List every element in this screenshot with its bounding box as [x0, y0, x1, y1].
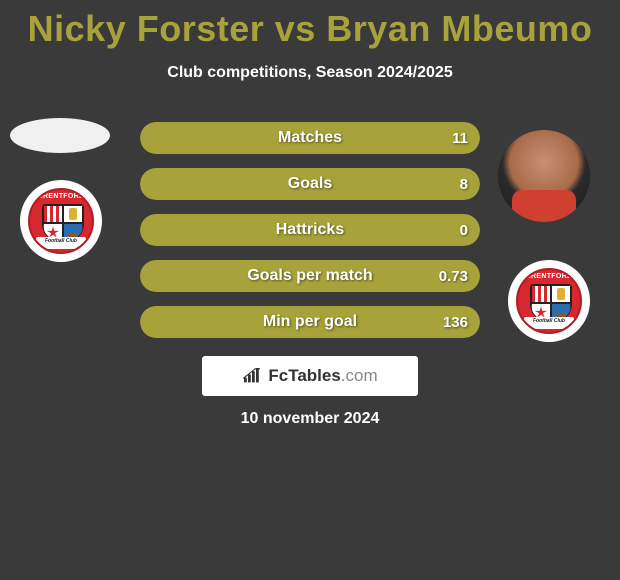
crest-name: BRENTFORD [518, 273, 580, 280]
stat-label: Hattricks [140, 214, 480, 246]
chart-icon [242, 368, 262, 384]
stat-row: Matches 11 [140, 122, 480, 154]
player-left-avatar [10, 118, 110, 153]
branding-text: FcTables.com [268, 366, 377, 386]
stat-label: Goals [140, 168, 480, 200]
page-title: Nicky Forster vs Bryan Mbeumo [0, 0, 620, 50]
stat-value-right: 8 [460, 168, 468, 200]
crest-ribbon: Football Club [36, 237, 86, 249]
date-line: 10 november 2024 [0, 410, 620, 428]
stat-value-right: 0.73 [439, 260, 468, 292]
crest-inner: BRENTFORD Football Club [516, 268, 582, 334]
stat-row: Hattricks 0 [140, 214, 480, 246]
crest-name: BRENTFORD [30, 193, 92, 200]
stat-label: Matches [140, 122, 480, 154]
crest-ribbon: Football Club [524, 317, 574, 329]
stat-row: Goals 8 [140, 168, 480, 200]
stat-row: Goals per match 0.73 [140, 260, 480, 292]
stat-value-right: 0 [460, 214, 468, 246]
club-crest-right: BRENTFORD Football Club [508, 260, 590, 342]
player-right-avatar [498, 130, 590, 222]
stat-bars: Matches 11 Goals 8 Hattricks 0 Goals per… [140, 122, 480, 352]
branding-site: FcTables [268, 366, 340, 385]
comparison-infographic: Nicky Forster vs Bryan Mbeumo Club compe… [0, 0, 620, 580]
stat-label: Goals per match [140, 260, 480, 292]
stat-label: Min per goal [140, 306, 480, 338]
branding-tld: .com [341, 366, 378, 385]
stat-value-right: 136 [443, 306, 468, 338]
stat-value-right: 11 [452, 122, 468, 154]
club-crest-left: BRENTFORD Football Club [20, 180, 102, 262]
crest-inner: BRENTFORD Football Club [28, 188, 94, 254]
branding-box: FcTables.com [202, 356, 418, 396]
subtitle: Club competitions, Season 2024/2025 [0, 64, 620, 82]
stat-row: Min per goal 136 [140, 306, 480, 338]
